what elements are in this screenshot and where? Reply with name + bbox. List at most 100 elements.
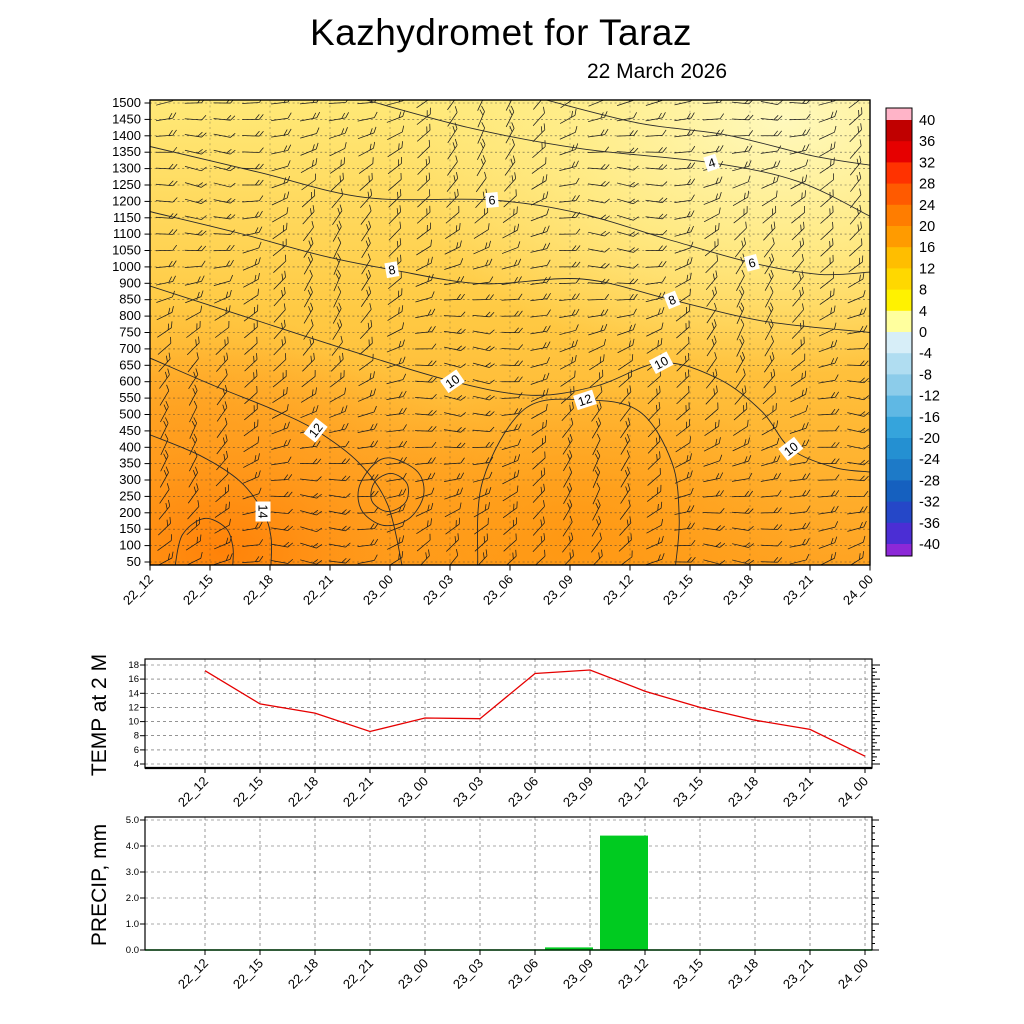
- wind-barb-icon: [157, 321, 173, 338]
- x-tick-label: 23_15: [670, 956, 706, 992]
- wind-barb-icon: [155, 229, 178, 235]
- x-tick-label: 24_00: [835, 956, 871, 992]
- wind-barb-icon: [789, 128, 811, 138]
- wind-barb-icon: [447, 100, 458, 111]
- wind-barb-icon: [818, 357, 838, 368]
- wind-barb-icon: [616, 165, 639, 171]
- wind-barb-icon: [847, 520, 867, 532]
- wind-barb-icon: [271, 175, 290, 189]
- wind-barb-icon: [849, 155, 862, 176]
- wind-barb-icon: [417, 172, 431, 192]
- wind-barb-icon: [760, 472, 781, 482]
- wind-barb-icon: [185, 305, 203, 321]
- wind-barb-icon: [273, 336, 286, 356]
- wind-barb-icon: [159, 466, 169, 488]
- wind-barb-icon: [416, 222, 431, 240]
- wind-barb-icon: [215, 336, 229, 355]
- wind-barb-icon: [674, 487, 694, 500]
- wind-barb-icon: [789, 113, 811, 121]
- wind-barb-icon: [271, 491, 293, 498]
- wind-barb-icon: [675, 419, 690, 437]
- wind-barb-icon: [213, 274, 233, 287]
- wind-barb-icon: [789, 522, 811, 531]
- wind-barb-icon: [563, 466, 573, 488]
- wind-barb-icon: [503, 549, 517, 565]
- wind-barb-icon: [213, 182, 236, 188]
- wind-barb-icon: [416, 239, 432, 256]
- wind-barb-icon: [501, 423, 522, 433]
- wind-barb-icon: [532, 533, 546, 552]
- wind-barb-icon: [530, 309, 551, 318]
- wind-barb-icon: [501, 327, 523, 334]
- wind-barb-icon: [559, 108, 577, 124]
- wind-barb-icon: [186, 320, 201, 338]
- wind-barb-icon: [328, 525, 351, 532]
- wind-barb-icon: [559, 354, 577, 370]
- wind-barb-icon: [417, 156, 430, 175]
- wind-barb-icon: [587, 262, 610, 269]
- wind-barb-icon: [587, 309, 609, 318]
- colorbar-tick-label: -16: [919, 410, 940, 426]
- x-tick-label: 22_21: [340, 774, 376, 810]
- wind-barb-icon: [559, 194, 580, 203]
- wind-barb-icon: [789, 489, 811, 498]
- wind-barb-icon: [530, 325, 551, 335]
- wind-barb-icon: [503, 533, 517, 552]
- precip-y-label: 2.0: [126, 893, 139, 904]
- wind-barb-icon: [620, 433, 630, 455]
- wind-barb-icon: [847, 427, 870, 434]
- wind-barb-icon: [271, 525, 293, 531]
- wind-barb-icon: [415, 291, 435, 303]
- wind-barb-icon: [242, 195, 264, 203]
- wind-barb-icon: [592, 499, 601, 521]
- wind-barb-icon: [505, 100, 515, 111]
- wind-barb-icon: [189, 400, 198, 423]
- wind-barb-icon: [530, 191, 549, 206]
- wind-barb-icon: [736, 286, 745, 308]
- wind-barb-icon: [736, 318, 745, 341]
- x-tick-label: 23_12: [615, 774, 651, 810]
- y-tick-label: 600: [119, 374, 141, 389]
- wind-barb-icon: [271, 144, 292, 155]
- wind-barb-icon: [244, 336, 258, 355]
- colorbar-tick-label: 24: [919, 198, 935, 214]
- wind-barb-icon: [360, 303, 372, 324]
- wind-barb-icon: [299, 100, 321, 105]
- wind-barb-icon: [386, 456, 407, 466]
- wind-barb-icon: [706, 302, 717, 324]
- wind-barb-icon: [443, 472, 465, 482]
- wind-barb-icon: [158, 352, 171, 372]
- wind-barb-icon: [387, 305, 404, 321]
- wind-barb-icon: [184, 230, 207, 236]
- wind-barb-icon: [243, 436, 260, 453]
- colorbar-tick-label: 40: [919, 113, 935, 129]
- wind-barb-icon: [273, 270, 286, 290]
- wind-barb-icon: [299, 440, 321, 449]
- wind-barb-icon: [675, 436, 691, 453]
- wind-barb-icon: [559, 308, 580, 318]
- wind-barb-icon: [299, 111, 321, 122]
- x-tick-label: 23_03: [420, 572, 456, 608]
- wind-barb-icon: [388, 205, 402, 225]
- colorbar-tick-label: 8: [919, 283, 927, 299]
- wind-barb-icon: [387, 551, 404, 565]
- wind-barb-icon: [763, 368, 776, 389]
- wind-barb-icon: [388, 271, 402, 290]
- wind-barb-icon: [732, 542, 754, 548]
- wind-barb-icon: [818, 322, 837, 337]
- wind-barb-icon: [732, 190, 750, 206]
- wind-barb-icon: [155, 163, 178, 170]
- x-tick-label: 22_12: [120, 572, 156, 608]
- temp-panel: 18 16 14 12 10 8 6 4 22_12 22_15 22_18 22_21 23_00 23…: [128, 658, 880, 810]
- wind-barb-icon: [847, 395, 870, 401]
- wind-barb-icon: [213, 553, 233, 565]
- wind-barb-icon: [216, 450, 228, 471]
- wind-barb-icon: [736, 335, 745, 357]
- x-tick-label: 23_06: [480, 572, 516, 608]
- wind-barb-icon: [214, 289, 232, 304]
- wind-barb-icon: [760, 507, 782, 514]
- wind-barb-icon: [704, 419, 720, 436]
- wind-barb-icon: [674, 112, 695, 122]
- wind-barb-icon: [159, 368, 170, 389]
- wind-barb-icon: [847, 343, 869, 350]
